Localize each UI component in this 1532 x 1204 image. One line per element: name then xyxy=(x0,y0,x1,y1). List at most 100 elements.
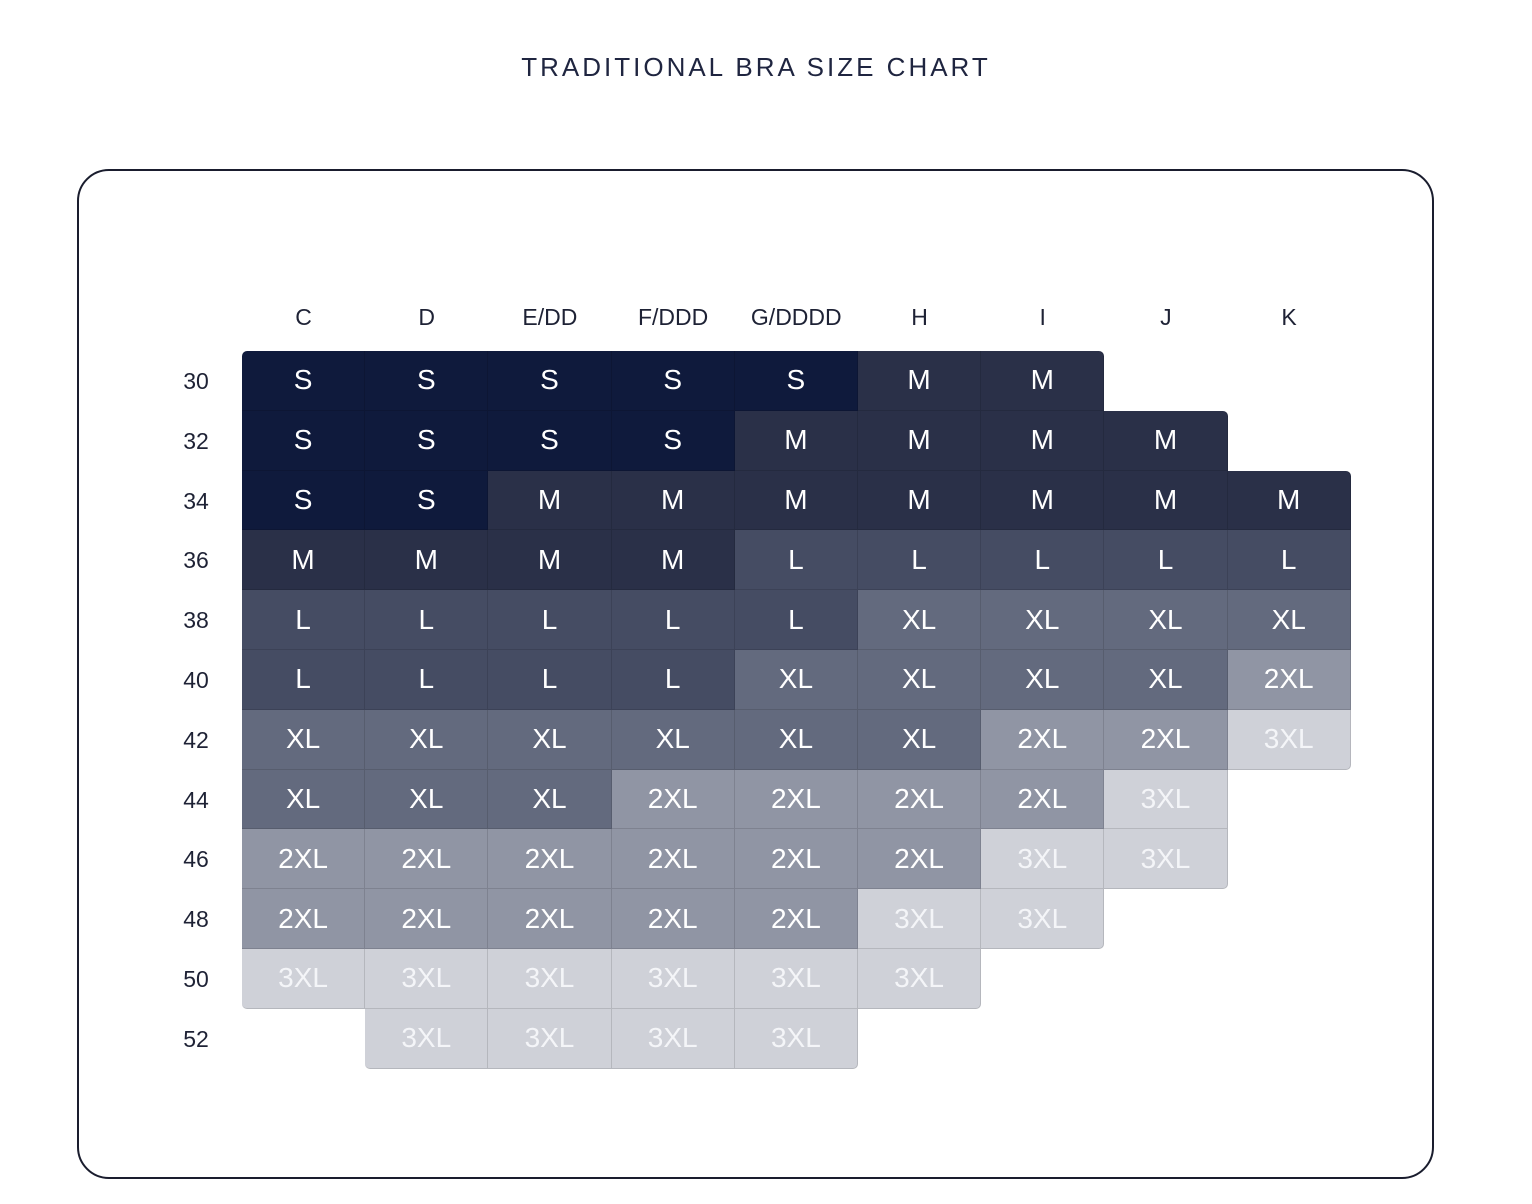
size-cell: XL xyxy=(981,590,1105,650)
size-cell: L xyxy=(611,650,735,710)
size-cell: L xyxy=(734,590,858,650)
size-cell: 2XL xyxy=(488,889,612,949)
size-cell: XL xyxy=(242,769,366,830)
row-header: 42 xyxy=(183,726,209,753)
size-cell: XL xyxy=(1104,650,1228,710)
size-cell: M xyxy=(1227,470,1351,531)
size-cell: 3XL xyxy=(365,1008,489,1069)
size-cell: 2XL xyxy=(1227,650,1351,710)
size-cell: S xyxy=(611,410,735,471)
size-cell: 2XL xyxy=(611,889,735,949)
size-cell: L xyxy=(488,650,612,710)
size-cell: 2XL xyxy=(734,889,858,949)
size-cell: S xyxy=(488,410,612,471)
size-cell: S xyxy=(242,410,366,471)
size-cell: 3XL xyxy=(1227,709,1351,770)
size-cell: XL xyxy=(488,709,612,770)
size-cell: M xyxy=(488,530,612,591)
size-cell: XL xyxy=(365,769,489,830)
size-cell: XL xyxy=(488,769,612,830)
size-cell: S xyxy=(365,351,489,411)
size-cell: M xyxy=(734,410,858,471)
size-cell: 2XL xyxy=(858,829,982,890)
size-cell: 3XL xyxy=(1104,769,1228,830)
size-cell: L xyxy=(1104,530,1228,591)
size-cell: L xyxy=(242,650,366,710)
column-header: J xyxy=(1160,304,1172,330)
size-cell: M xyxy=(488,470,612,531)
size-cell: L xyxy=(365,590,489,650)
size-cell: 2XL xyxy=(734,829,858,890)
size-cell: M xyxy=(981,410,1105,471)
size-cell: 2XL xyxy=(734,769,858,830)
size-cell: S xyxy=(365,410,489,471)
size-cell: XL xyxy=(242,709,366,770)
size-cell: 2XL xyxy=(365,889,489,949)
size-cell: 2XL xyxy=(611,829,735,890)
size-cell: XL xyxy=(734,709,858,770)
size-cell: M xyxy=(981,351,1105,411)
column-header: F/DDD xyxy=(637,304,709,330)
size-cell: M xyxy=(858,351,982,411)
column-header: G/DDDD xyxy=(750,304,842,330)
size-cell: 3XL xyxy=(242,949,366,1009)
size-cell: S xyxy=(242,351,366,411)
size-cell: XL xyxy=(858,650,982,710)
size-cell: M xyxy=(981,470,1105,531)
size-cell: L xyxy=(488,590,612,650)
size-cell: L xyxy=(1227,530,1351,591)
size-cell: 3XL xyxy=(981,829,1105,890)
size-cell: 2XL xyxy=(858,769,982,830)
size-cell: S xyxy=(488,351,612,411)
row-header: 36 xyxy=(183,547,209,574)
size-cell: M xyxy=(1104,470,1228,531)
size-cell: M xyxy=(365,530,489,591)
size-cell: 2XL xyxy=(242,889,366,949)
column-header: C xyxy=(295,304,312,330)
size-cell: XL xyxy=(858,590,982,650)
size-cell: 3XL xyxy=(981,889,1105,949)
size-cell: 3XL xyxy=(858,949,982,1009)
row-header: 44 xyxy=(183,786,209,813)
size-cell: M xyxy=(734,470,858,531)
size-cell: XL xyxy=(981,650,1105,710)
size-cell: 2XL xyxy=(981,769,1105,830)
size-cell: M xyxy=(858,410,982,471)
row-header: 46 xyxy=(183,846,209,873)
column-header: E/DD xyxy=(522,304,578,330)
row-header: 34 xyxy=(183,487,209,514)
column-header: H xyxy=(911,304,928,330)
size-cell: S xyxy=(242,470,366,531)
size-cell: L xyxy=(858,530,982,591)
size-cell: 2XL xyxy=(242,829,366,890)
size-cell: 2XL xyxy=(981,709,1105,770)
row-header: 32 xyxy=(183,427,209,454)
size-cell: M xyxy=(1104,410,1228,471)
column-header: I xyxy=(1039,304,1046,330)
size-cell: 2XL xyxy=(488,829,612,890)
column-header: K xyxy=(1281,304,1297,330)
size-cell: XL xyxy=(1104,590,1228,650)
size-cell: 3XL xyxy=(734,949,858,1009)
size-cell: 3XL xyxy=(858,889,982,949)
row-header: 52 xyxy=(183,1025,209,1052)
size-cell: S xyxy=(365,470,489,531)
size-cell: 2XL xyxy=(1104,709,1228,770)
size-cell: L xyxy=(242,590,366,650)
size-cell: M xyxy=(858,470,982,531)
size-cell: M xyxy=(611,530,735,591)
size-cell: 3XL xyxy=(488,1008,612,1069)
size-cell: S xyxy=(611,351,735,411)
size-cell: XL xyxy=(611,709,735,770)
size-cell: S xyxy=(734,351,858,411)
row-header: 48 xyxy=(183,906,209,933)
size-cell: M xyxy=(242,530,366,591)
page-title: TRADITIONAL BRA SIZE CHART xyxy=(521,52,991,82)
size-cell: 3XL xyxy=(1104,829,1228,890)
size-cell: 3XL xyxy=(488,949,612,1009)
column-header: D xyxy=(418,304,435,330)
size-cell: L xyxy=(981,530,1105,591)
size-cell: 3XL xyxy=(611,949,735,1009)
size-cell: 3XL xyxy=(365,949,489,1009)
row-header: 30 xyxy=(183,368,209,394)
